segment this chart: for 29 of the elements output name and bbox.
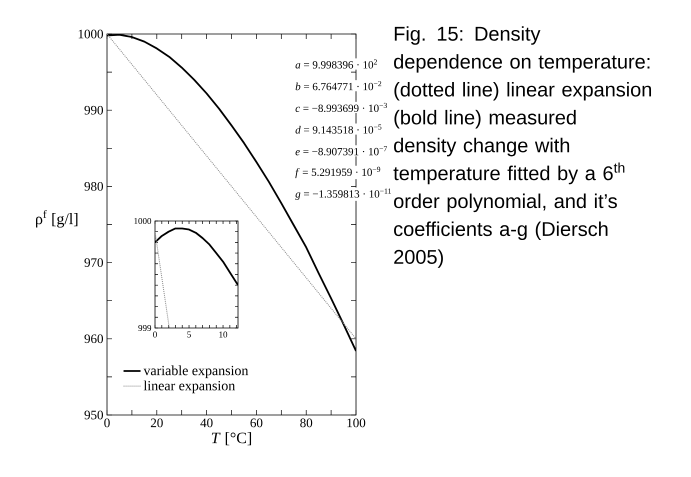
legend-label: linear expansion <box>144 380 236 394</box>
annotation: e = −8.907391 · 10$^{−7}$ <box>296 146 388 156</box>
annotation: f = 5.291959 · 10$^{−9}$ <box>295 166 380 178</box>
annotation: g = −1.359813 · 10$^{−11}$ <box>295 188 391 200</box>
y-axis-title: ρ$^{f}$ [g/l] <box>36 210 78 228</box>
x-tick-label: 0 <box>104 418 110 428</box>
x-tick-label: 20 <box>150 418 163 428</box>
annotation: a = 9.998396 · 10$^{2}$ <box>296 59 377 69</box>
x-tick-label: 10 <box>219 332 228 338</box>
y-tick-label: 990 <box>84 106 103 115</box>
x-axis-title: T [°C] <box>212 432 252 446</box>
x-tick-label: 5 <box>187 332 191 338</box>
legend-label: variable expansion <box>143 365 248 378</box>
text: Fig. 15: Density dependence on temperature: (dotted line) linear expansion (bold line) measured density change with temperature fitted by a 6$^{th}$ order polynomial, and it’s coefficients a-g (Diersch 2005) <box>394 26 652 268</box>
annotation: b = 6.764771 · 10$^{−2}$ <box>296 81 382 90</box>
x-tick-label: 40 <box>200 418 213 428</box>
y-tick-label: 1000 <box>78 30 103 38</box>
x-tick-label: 0 <box>153 332 157 338</box>
annotation: d = 9.143518 · 10$^{−5}$ <box>296 124 382 134</box>
x-tick-label: 80 <box>300 418 312 428</box>
y-tick-label: 999 <box>138 324 152 332</box>
y-tick-label: 970 <box>84 258 103 267</box>
y-tick-label: 960 <box>84 334 103 344</box>
x-tick-label: 60 <box>250 418 262 428</box>
y-tick-label: 980 <box>84 182 103 191</box>
annotation: c = −8.993699 · 10$^{−3}$ <box>296 102 387 112</box>
y-tick-label: 1000 <box>134 218 152 224</box>
x-tick-label: 100 <box>347 418 366 428</box>
y-tick-label: 950 <box>84 410 103 420</box>
